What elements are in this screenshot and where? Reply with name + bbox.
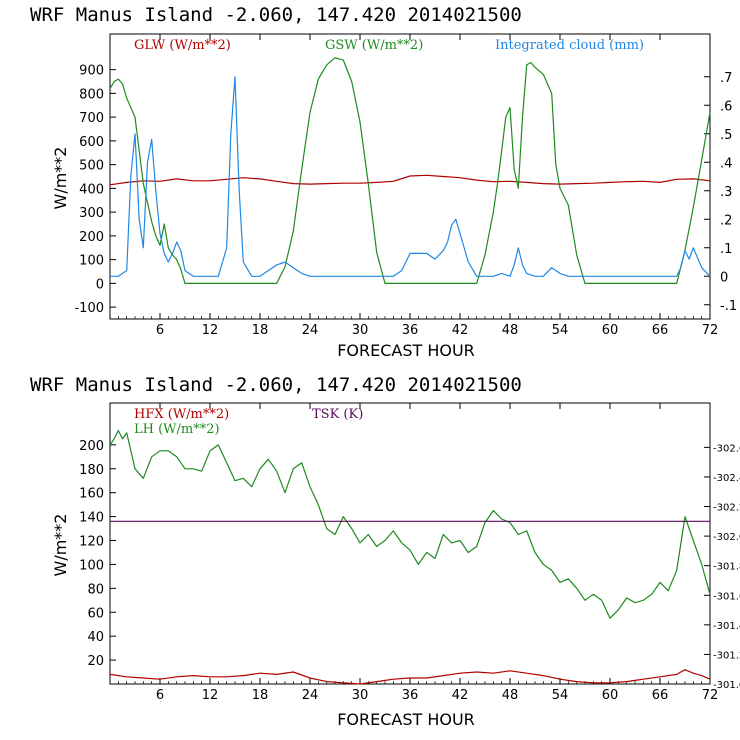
c1-series-0-line xyxy=(109,174,711,186)
chart-1-y-ticks-left: 900 800 700 600 500 400 300 200 100 0 -100 xyxy=(74,64,116,316)
c1-x-tick-label: 42 xyxy=(452,323,469,338)
c1-x-tick-label: 72 xyxy=(702,323,719,338)
c1-x-tick-label: 36 xyxy=(402,323,419,338)
c2-x-tick-label: 66 xyxy=(652,688,669,703)
c1-series-1-line xyxy=(109,57,711,284)
chart-2-title: WRF Manus Island -2.060, 147.420 2014021… xyxy=(30,374,522,396)
c1-y-right-tick-label: .4 xyxy=(720,156,732,171)
chart-1-x-ticks: 6 12 18 24 30 36 42 48 54 60 66 72 xyxy=(117,34,719,338)
c2-x-tick-label: 6 xyxy=(156,688,164,703)
chart-2-y-ticks-left: 200 180 160 140 120 100 80 60 40 20 xyxy=(79,439,116,669)
c2-x-tick-label: 48 xyxy=(502,688,519,703)
c1-y-tick-label: 900 xyxy=(79,64,104,79)
chart-2-legend-tsk: TSK (K) xyxy=(312,407,363,422)
c1-x-tick-label: 30 xyxy=(352,323,369,338)
c2-y-right-tick-label: -302.6 xyxy=(713,443,740,454)
chart-1-title: WRF Manus Island -2.060, 147.420 2014021… xyxy=(30,4,522,26)
c2-x-tick-label: 60 xyxy=(602,688,619,703)
chart-1: WRF Manus Island -2.060, 147.420 2014021… xyxy=(30,4,737,360)
c1-y-tick-label: 300 xyxy=(79,206,104,221)
c2-y-right-tick-label: -302.4 xyxy=(713,473,740,484)
c2-x-tick-label: 72 xyxy=(702,688,719,703)
c2-y-right-tick-label: -302.2 xyxy=(713,503,740,514)
c2-y-tick-label: 140 xyxy=(79,511,104,526)
c1-y-tick-label: 0 xyxy=(96,277,104,292)
c1-y-right-tick-label: 0 xyxy=(720,270,728,285)
c2-y-tick-label: 60 xyxy=(87,606,104,621)
c2-x-tick-label: 24 xyxy=(302,688,319,703)
c2-y-tick-label: 100 xyxy=(79,558,104,573)
c1-x-tick-label: 60 xyxy=(602,323,619,338)
c1-x-tick-label: 12 xyxy=(202,323,219,338)
chart-1-series xyxy=(109,57,711,284)
c1-x-tick-label: 66 xyxy=(652,323,669,338)
c1-y-right-tick-label: .5 xyxy=(720,128,732,143)
c2-x-tick-label: 30 xyxy=(352,688,369,703)
c2-y-tick-label: 160 xyxy=(79,487,104,502)
chart-1-legend-glw: GLW (W/m**2) xyxy=(134,38,231,53)
c1-y-right-tick-label: .1 xyxy=(720,242,732,257)
c2-y-right-tick-label: -301.2 xyxy=(713,650,740,661)
c1-y-tick-label: 400 xyxy=(79,182,104,197)
c2-x-tick-label: 12 xyxy=(202,688,219,703)
chart-2-x-ticks: 6 12 18 24 30 36 42 48 54 60 66 72 xyxy=(117,403,719,703)
c2-y-right-tick-label: -301.4 xyxy=(713,621,740,632)
c1-y-tick-label: 700 xyxy=(79,111,104,126)
chart-1-y-ticks-right: .7 .6 .5 .4 .3 .2 .1 0 -.1 xyxy=(704,71,737,314)
c1-x-tick-label: 6 xyxy=(156,323,164,338)
chart-2-xlabel: FORECAST HOUR xyxy=(337,710,475,729)
chart-1-ylabel: W/m**2 xyxy=(51,147,70,210)
c1-y-tick-label: 200 xyxy=(79,230,104,245)
c1-series-2-line xyxy=(110,76,711,277)
chart-2-y-ticks-right: -302.6 -302.4 -302.2 -302.0 -301.8 -301.6 -301… xyxy=(704,443,740,691)
chart-2-legend-hfx: HFX (W/m**2) xyxy=(134,407,229,422)
c1-y-tick-label: -100 xyxy=(74,301,104,316)
c1-x-tick-label: 54 xyxy=(552,323,569,338)
c2-y-right-tick-label: -301.6 xyxy=(713,591,740,602)
c2-y-tick-label: 180 xyxy=(79,463,104,478)
c2-y-tick-label: 20 xyxy=(87,654,104,669)
c1-x-tick-label: 24 xyxy=(302,323,319,338)
chart-2-series xyxy=(109,429,711,685)
c1-y-right-tick-label: -.1 xyxy=(720,299,737,314)
chart-1-legend-cloud: Integrated cloud (mm) xyxy=(495,38,644,53)
c1-y-right-tick-label: .6 xyxy=(720,99,732,114)
c2-x-tick-label: 54 xyxy=(552,688,569,703)
c1-y-tick-label: 100 xyxy=(79,254,104,269)
c2-y-right-tick-label: -301.0 xyxy=(713,680,740,691)
chart-1-xlabel: FORECAST HOUR xyxy=(337,341,475,360)
c2-y-tick-label: 120 xyxy=(79,535,104,550)
c1-y-tick-label: 800 xyxy=(79,87,104,102)
c2-series-0-line xyxy=(109,669,711,685)
c1-y-right-tick-label: .2 xyxy=(720,213,732,228)
c2-x-tick-label: 36 xyxy=(402,688,419,703)
c2-y-tick-label: 40 xyxy=(87,630,104,645)
c1-x-tick-label: 48 xyxy=(502,323,519,338)
c1-y-right-tick-label: .7 xyxy=(720,71,732,86)
chart-2-frame xyxy=(109,402,711,685)
chart-2-legend-lh: LH (W/m**2) xyxy=(134,422,220,437)
c2-y-right-tick-label: -302.0 xyxy=(713,532,740,543)
chart-2: WRF Manus Island -2.060, 147.420 2014021… xyxy=(30,374,740,729)
c2-y-right-tick-label: -301.8 xyxy=(713,562,740,573)
c2-y-tick-label: 80 xyxy=(87,582,104,597)
chart-2-ylabel: W/m**2 xyxy=(51,514,70,577)
c2-series-1-line xyxy=(109,429,711,619)
c1-x-tick-label: 18 xyxy=(252,323,269,338)
c2-y-tick-label: 200 xyxy=(79,439,104,454)
c1-y-tick-label: 600 xyxy=(79,135,104,150)
c2-x-tick-label: 42 xyxy=(452,688,469,703)
c1-y-tick-label: 500 xyxy=(79,159,104,174)
c1-y-right-tick-label: .3 xyxy=(720,185,732,200)
chart-1-legend-gsw: GSW (W/m**2) xyxy=(325,38,423,53)
c2-x-tick-label: 18 xyxy=(252,688,269,703)
